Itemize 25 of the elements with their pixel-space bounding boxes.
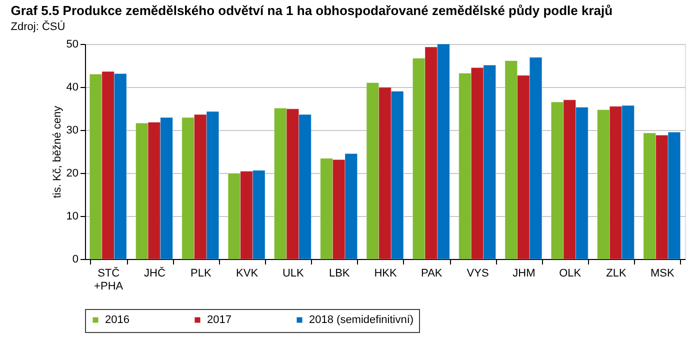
x-tick-label: VYS bbox=[466, 268, 489, 280]
x-tick-label: OLK bbox=[559, 268, 582, 280]
x-tick-label: ZLK bbox=[606, 268, 628, 280]
y-tick-label: 50 bbox=[66, 38, 78, 50]
legend-label: 2018 (semidefinitivní) bbox=[309, 314, 414, 326]
chart-subtitle: Zdroj: ČSÚ bbox=[10, 20, 66, 33]
x-tick-label: HKK bbox=[374, 268, 398, 280]
chart-title: Graf 5.5 Produkce zemědělského odvětví na 1 ha obhospodařované zemědělské půdy podle krajů bbox=[10, 3, 613, 18]
x-tick-label: STČ +PHA bbox=[94, 266, 124, 292]
x-tick-label: PAK bbox=[421, 268, 443, 280]
x-tick-label: KVK bbox=[236, 268, 259, 280]
y-tick-label: 20 bbox=[66, 168, 78, 180]
x-tick-label: PLK bbox=[190, 268, 212, 280]
y-tick-label: 0 bbox=[72, 254, 78, 266]
y-tick-label: 10 bbox=[66, 210, 78, 222]
x-tick-label: JHM bbox=[512, 268, 536, 280]
x-tick-label: ULK bbox=[282, 268, 305, 280]
x-tick-label: MSK bbox=[650, 268, 675, 280]
y-axis-title: tis. Kč, běžné ceny bbox=[51, 105, 64, 198]
x-tick-label: JHČ bbox=[144, 266, 166, 280]
legend-label: 2017 bbox=[207, 314, 232, 326]
y-tick-label: 40 bbox=[66, 82, 78, 94]
y-tick-label: 30 bbox=[66, 124, 78, 136]
legend-label: 2016 bbox=[105, 314, 130, 326]
x-tick-label: LBK bbox=[328, 268, 350, 280]
